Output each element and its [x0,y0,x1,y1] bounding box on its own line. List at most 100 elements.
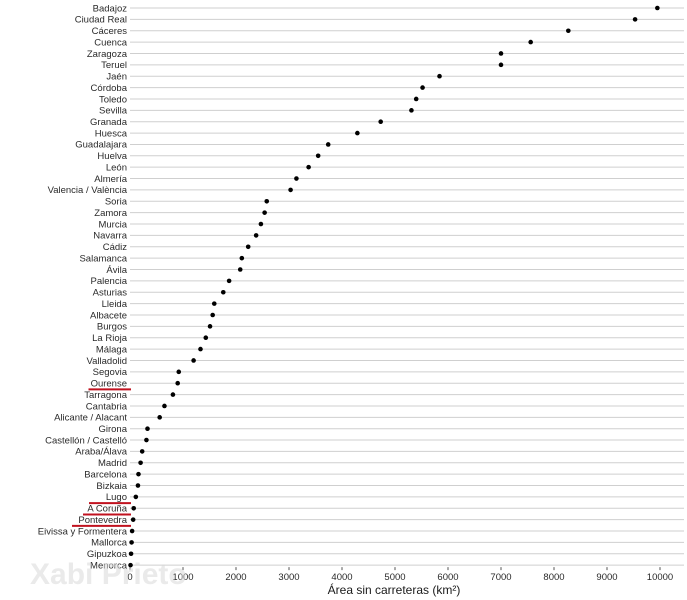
category-label: Burgos [97,322,127,333]
category-label: Pontevedra [78,515,127,526]
category-label: Almería [94,174,127,185]
category-label: Segovia [93,367,128,378]
data-point [176,369,182,375]
data-point [413,96,419,102]
x-tick-label: 4000 [331,572,352,583]
data-point [145,426,150,431]
x-tick-label: 10000 [647,572,673,583]
data-point [191,358,196,363]
data-point [306,164,311,170]
category-label: Valladolid [87,356,128,367]
category-label: Cádiz [103,242,128,253]
data-point [258,221,264,227]
category-label: Córdoba [91,83,128,94]
category-label: Lleida [102,299,128,310]
category-label: Cuenca [94,37,127,48]
data-point [409,108,414,113]
data-point [130,517,136,522]
data-point [226,278,232,284]
category-label: León [106,162,127,173]
data-point [239,255,245,261]
category-label: Badajoz [93,3,128,14]
category-label: Menorca [90,560,128,571]
data-point [294,176,299,181]
category-label: Barcelona [84,469,127,480]
category-label: Navarra [93,231,128,242]
data-point [133,494,139,500]
data-point [131,505,137,511]
data-point [378,119,383,124]
x-axis-title: Área sin carreteras (km²) [328,582,461,597]
category-label: Madrid [98,458,127,469]
data-point [207,324,213,329]
data-point [498,51,504,56]
data-point [237,267,243,272]
data-point [262,210,267,215]
category-label: Jaén [106,72,127,83]
data-point [498,62,504,68]
category-label: Huelva [97,151,127,162]
data-point [655,5,660,11]
category-label: Tarragona [84,390,127,401]
data-point [253,233,259,238]
data-point [437,73,442,79]
category-label: Lugo [106,492,127,503]
data-point [220,289,226,295]
category-label: Sevilla [99,106,128,117]
data-point [136,471,141,477]
data-point [139,449,145,454]
x-tick-label: 8000 [543,572,564,583]
category-label: Castellón / Castelló [45,435,127,446]
category-label: La Rioja [92,333,128,344]
data-point [264,198,270,204]
category-label: Zaragoza [87,49,128,60]
x-tick-label: 1000 [172,572,193,583]
category-label: Zamora [94,208,127,219]
category-label: Granada [90,117,128,128]
data-point [528,39,533,45]
data-point [355,130,360,136]
x-tick-label: 6000 [437,572,458,583]
category-label: Eivissa y Formentera [38,526,128,537]
category-label: Murcia [98,219,127,230]
category-label: Guadalajara [75,140,127,151]
category-label: Málaga [96,344,128,355]
x-axis-ticks: 0 1000 2000 3000 4000 5000 6000 7000 8000 9000 100… [127,567,673,583]
data-point [144,437,149,443]
category-label: Toledo [99,94,127,105]
data-point [128,562,133,568]
data-points [128,5,660,568]
category-label: A Coruña [87,504,127,515]
data-point [129,540,134,545]
data-point [210,312,215,318]
data-point [157,415,162,420]
category-label: Cantabria [86,401,128,412]
x-tick-label: 0 [127,572,132,583]
x-tick-label: 5000 [384,572,405,583]
x-tick-label: 9000 [596,572,617,583]
highlight-underlines [72,388,131,527]
data-point [162,403,167,409]
category-label: Ávila [106,265,127,276]
x-tick-label: 7000 [490,572,511,583]
data-point [203,335,209,341]
category-label: Araba/Álava [75,447,127,458]
category-label: Bizkaia [96,481,127,492]
category-label: Girona [98,424,127,435]
category-label: Huesca [95,128,128,139]
grid-layer [130,7,684,566]
category-label: Ciudad Real [75,15,127,26]
category-label: Asturias [93,288,128,299]
category-label: Mallorca [91,538,128,549]
data-point [138,460,143,466]
category-label: Soria [105,197,128,208]
data-point [245,244,251,250]
data-point [632,17,638,22]
data-point [211,301,217,306]
data-point [288,187,293,193]
data-point [420,85,425,90]
category-label: Ourense [91,379,127,390]
category-label: Cáceres [92,26,128,37]
